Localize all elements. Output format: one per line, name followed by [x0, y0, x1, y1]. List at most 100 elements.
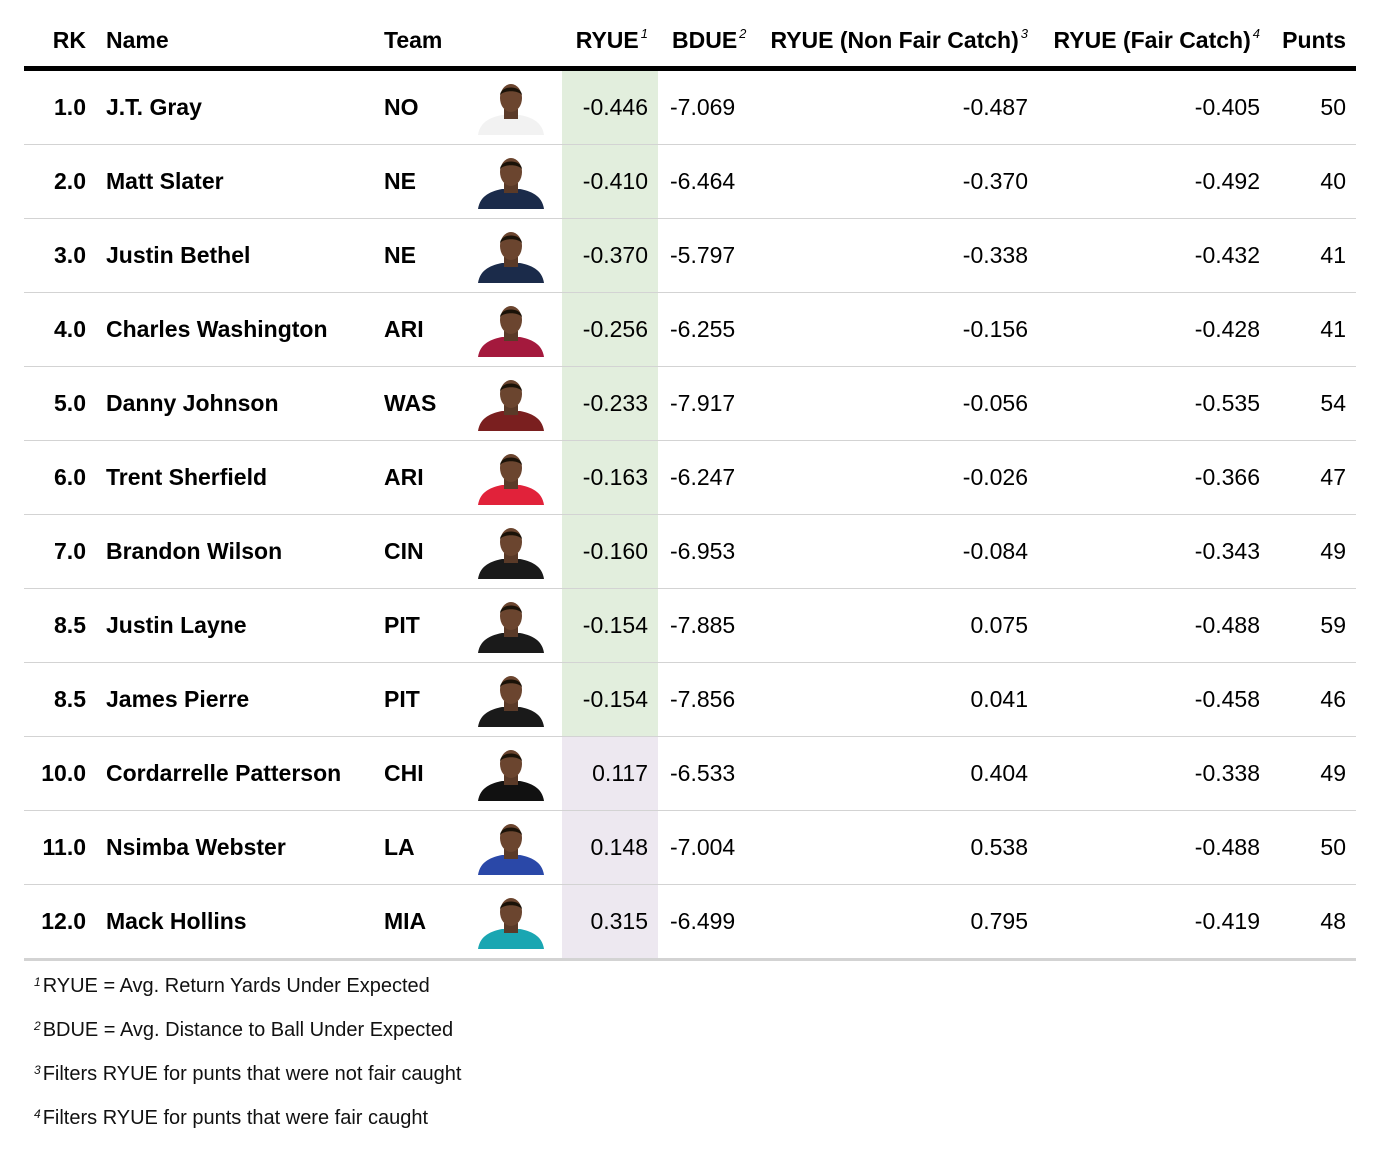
- header-team: Team: [384, 27, 443, 53]
- team-cell: NE: [384, 242, 416, 268]
- team-cell: ARI: [384, 464, 424, 490]
- team-cell: ARI: [384, 316, 424, 342]
- bdue-cell: -6.533: [670, 760, 736, 786]
- ryue-fair-catch-cell: -0.458: [1194, 686, 1260, 712]
- row-divider: [24, 810, 1356, 811]
- table-row: 12.0 Mack Hollins MIA 0.315 -6.499 0.795 -0.41…: [24, 885, 1356, 959]
- punts-cell: 47: [1320, 464, 1346, 490]
- header-ryue: RYUE 1: [575, 26, 648, 53]
- punts-cell: 50: [1320, 834, 1346, 860]
- bdue-cell: -5.797: [670, 242, 736, 268]
- table-row: 11.0 Nsimba Webster LA 0.148 -7.004 0.538 -0.4…: [24, 811, 1356, 885]
- team-cell: MIA: [384, 908, 427, 934]
- bdue-cell: -6.247: [670, 464, 736, 490]
- punts-cell: 49: [1320, 538, 1346, 564]
- ryue-fair-catch-cell: -0.535: [1194, 390, 1260, 416]
- row-divider: [24, 366, 1356, 367]
- table-row: 6.0 Trent Sherfield ARI -0.163 -6.247 -0.026 -…: [24, 441, 1356, 515]
- header-rule: [24, 66, 1356, 71]
- row-divider: [24, 218, 1356, 219]
- bdue-cell: -7.069: [670, 94, 736, 120]
- ryue-highlight: [562, 737, 658, 811]
- ryue-fair-catch-cell: -0.432: [1194, 242, 1260, 268]
- player-name-cell: Danny Johnson: [106, 390, 279, 416]
- player-name-cell: Cordarrelle Patterson: [106, 760, 342, 786]
- row-divider: [24, 292, 1356, 293]
- ryue-cell: -0.370: [582, 242, 648, 268]
- rank-cell: 11.0: [42, 834, 87, 860]
- rank-cell: 7.0: [54, 538, 86, 564]
- rank-cell: 6.0: [54, 464, 86, 490]
- ryue-highlight: [562, 663, 658, 737]
- row-divider: [24, 144, 1356, 145]
- ryue-fair-catch-cell: -0.428: [1194, 316, 1260, 342]
- bdue-cell: -7.917: [670, 390, 736, 416]
- player-headshot-icon: [474, 599, 548, 653]
- bdue-cell: -6.464: [670, 168, 736, 194]
- player-headshot-icon: [474, 821, 548, 875]
- footnote-text: Filters RYUE for punts that were not fai…: [42, 1063, 462, 1085]
- footnote-text: RYUE = Avg. Return Yards Under Expected: [42, 975, 430, 997]
- bdue-cell: -6.499: [670, 908, 736, 934]
- footnote-text: Filters RYUE for punts that were fair ca…: [42, 1107, 429, 1129]
- punts-cell: 41: [1320, 242, 1346, 268]
- ryue-non-fair-catch-cell: -0.370: [962, 168, 1028, 194]
- header-bdue-sup: 2: [739, 26, 747, 41]
- footnote-marker: 4: [34, 1107, 41, 1121]
- footer-rule: [24, 958, 1356, 961]
- rank-cell: 10.0: [41, 760, 86, 786]
- punts-cell: 41: [1320, 316, 1346, 342]
- ryue-cell: -0.256: [582, 316, 648, 342]
- header-ryue-fc-sup: 4: [1252, 26, 1260, 41]
- ryue-cell: -0.233: [582, 390, 648, 416]
- ryue-cell: -0.163: [582, 464, 648, 490]
- table-row: 3.0 Justin Bethel NE -0.370 -5.797 -0.338 -0.4…: [24, 219, 1356, 293]
- ryue-highlight: [562, 441, 658, 515]
- team-cell: PIT: [384, 686, 420, 712]
- ryue-fair-catch-cell: -0.338: [1194, 760, 1260, 786]
- player-headshot-icon: [474, 895, 548, 949]
- ryue-highlight: [562, 71, 658, 145]
- row-divider: [24, 514, 1356, 515]
- player-headshot-icon: [474, 229, 548, 283]
- ryue-highlight: [562, 145, 658, 219]
- player-headshot-icon: [474, 747, 548, 801]
- rank-cell: 12.0: [41, 908, 86, 934]
- bdue-cell: -7.004: [670, 834, 736, 860]
- ryue-cell: -0.446: [582, 94, 648, 120]
- ryue-cell: -0.410: [582, 168, 648, 194]
- team-cell: WAS: [384, 390, 437, 416]
- punts-cell: 59: [1320, 612, 1346, 638]
- player-headshot-icon: [474, 525, 548, 579]
- footnote: 1 RYUE = Avg. Return Yards Under Expected: [34, 972, 430, 1000]
- player-name-cell: Matt Slater: [106, 168, 224, 194]
- rank-cell: 8.5: [54, 686, 86, 712]
- player-name-cell: J.T. Gray: [106, 94, 202, 120]
- table-row: 10.0 Cordarrelle Patterson CHI 0.117 -6.533 0…: [24, 737, 1356, 811]
- bdue-cell: -6.255: [670, 316, 736, 342]
- ryue-non-fair-catch-cell: -0.156: [962, 316, 1028, 342]
- punts-cell: 50: [1320, 94, 1346, 120]
- player-name-cell: Justin Layne: [106, 612, 247, 638]
- table-row: 2.0 Matt Slater NE -0.410 -6.464 -0.370 -0.492…: [24, 145, 1356, 219]
- ryue-non-fair-catch-cell: -0.056: [962, 390, 1028, 416]
- ryue-non-fair-catch-cell: 0.075: [970, 612, 1028, 638]
- header-bdue: BDUE 2: [672, 26, 747, 53]
- team-cell: PIT: [384, 612, 420, 638]
- footnote-marker: 2: [34, 1019, 41, 1033]
- footnote: 4 Filters RYUE for punts that were fair c…: [34, 1104, 428, 1132]
- header-ryue-non-fair-catch: RYUE (Non Fair Catch) 3: [770, 26, 1028, 53]
- ryue-highlight: [562, 367, 658, 441]
- player-name-cell: Nsimba Webster: [106, 834, 286, 860]
- punts-cell: 48: [1320, 908, 1346, 934]
- ryue-non-fair-catch-cell: -0.084: [962, 538, 1028, 564]
- ryue-highlight: [562, 515, 658, 589]
- team-cell: LA: [384, 834, 415, 860]
- header-ryue-sup: 1: [640, 26, 648, 41]
- player-headshot-icon: [474, 451, 548, 505]
- ryue-cell: -0.160: [582, 538, 648, 564]
- header-ryue-fair-catch: RYUE (Fair Catch) 4: [1053, 26, 1260, 53]
- ryue-non-fair-catch-cell: 0.404: [970, 760, 1028, 786]
- rank-cell: 1.0: [54, 94, 86, 120]
